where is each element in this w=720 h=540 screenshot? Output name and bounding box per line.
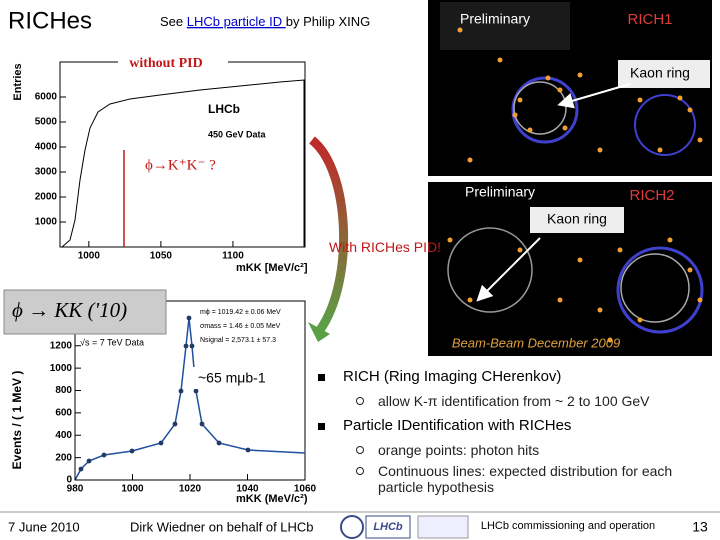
footer-logo: LHCb <box>373 521 403 533</box>
annotation: ϕ→K⁺K⁻ ? <box>145 157 216 173</box>
x-tick-label: 1000 <box>78 251 101 262</box>
x-tick-label: 980 <box>67 484 84 495</box>
overlay: ϕ → KK ('10) <box>12 298 127 322</box>
bullet-marker <box>356 446 364 454</box>
plot-tag: without PID <box>129 56 203 71</box>
fit-param: mϕ = 1019.42 ± 0.06 MeV <box>200 309 281 316</box>
experiment: LHCb <box>208 102 240 116</box>
arrow-label: With RICHes PID! <box>329 239 441 255</box>
footer-date: 7 June 2010 <box>8 519 80 534</box>
y-tick-label: 3000 <box>35 167 58 178</box>
ring <box>511 76 579 144</box>
y-tick-label: 5000 <box>35 117 58 128</box>
x-tick-label: 1020 <box>179 484 202 495</box>
rich1-tag-box <box>440 2 570 50</box>
bullet: RICH (Ring Imaging CHerenkov) <box>318 368 708 385</box>
bullet: Particle IDentification with RICHes <box>318 417 708 434</box>
y-tick-label: 2000 <box>35 192 58 203</box>
ring <box>634 94 696 156</box>
x-tick-label: 1060 <box>294 484 317 495</box>
x-tick-label: 1050 <box>150 251 173 262</box>
rich2-label: RICH2 <box>629 187 674 204</box>
dataset: √s = 7 TeV Data <box>80 337 144 347</box>
y-tick-label: 6000 <box>35 92 58 103</box>
fit-params: mϕ = 1019.42 ± 0.06 MeV σmass = 1.46 ± 0… <box>200 309 281 344</box>
overlay-box <box>3 289 167 335</box>
bullet-marker <box>356 467 364 475</box>
rich1-tag: Preliminary <box>460 11 530 27</box>
y-tick-label: 1000 <box>35 217 58 228</box>
institute-logo <box>417 515 469 539</box>
footer-event: LHCb commissioning and operation <box>481 520 655 532</box>
bullet-marker <box>318 422 325 430</box>
x-axis-label: mKK (MeV/c²) <box>236 493 308 505</box>
ring <box>447 227 533 313</box>
rich2-tag: Preliminary <box>465 184 535 200</box>
ring <box>620 253 690 323</box>
reference: See LHCb particle ID by Philip XING <box>160 14 370 29</box>
transition-arrow <box>308 136 349 333</box>
footer-page: 13 <box>692 519 708 535</box>
y-tick-label: 200 <box>55 452 72 463</box>
pointer-arrow <box>476 237 541 302</box>
bullet-text: RICH (Ring Imaging CHerenkov) <box>343 368 562 385</box>
y-axis-label: Entries <box>12 63 24 100</box>
logo <box>340 515 364 539</box>
slide-title: RICHes <box>8 7 92 34</box>
annotation: ~65 mμb-1 <box>198 370 266 386</box>
rich2-caption: Beam-Beam December 2009 <box>452 335 620 350</box>
y-axis-label: Events / ( 1 MeV ) <box>10 371 24 470</box>
bullet-text: Particle IDentification with RICHes <box>343 417 572 434</box>
rich1-annotation-box <box>618 60 710 88</box>
fit-param: σmass = 1.46 ± 0.05 MeV <box>200 323 281 330</box>
x-tick-label: 1000 <box>121 484 144 495</box>
y-tick-label: 1200 <box>50 340 73 351</box>
x-tick-label: 1040 <box>236 484 259 495</box>
sub-bullet: allow K-π identification from ~ 2 to 100… <box>352 393 718 409</box>
footer-author: Dirk Wiedner on behalf of LHCb <box>130 519 314 534</box>
plot-frame <box>59 61 306 248</box>
rich1-label: RICH1 <box>627 11 672 28</box>
bullet-text: orange points: photon hits <box>378 442 540 458</box>
y-tick-label: 600 <box>55 408 72 419</box>
fit-param: Nsignal = 2,573.1 ± 57.3 <box>200 337 276 344</box>
histogram-shape <box>61 79 305 248</box>
bullet-text: allow K-π identification from ~ 2 to 100… <box>378 393 650 409</box>
rich1-annotation: Kaon ring <box>630 65 690 81</box>
bullet-marker <box>318 373 325 381</box>
bullet-text: Continuous lines: expected distribution … <box>378 463 673 495</box>
y-tick-label: 800 <box>55 385 72 396</box>
dataset: 450 GeV Data <box>208 129 267 139</box>
sub-bullet: orange points: photon hits <box>352 442 718 458</box>
sub-bullet: Continuous lines: expected distribution … <box>352 463 718 495</box>
y-tick-label: 1000 <box>50 363 73 374</box>
y-tick-label: 4000 <box>35 142 58 153</box>
rich2-annotation: Kaon ring <box>547 211 607 227</box>
logo-box <box>365 515 411 539</box>
rich2-annotation-box <box>530 207 624 233</box>
pointer-arrow <box>557 83 631 109</box>
y-tick-label: 0 <box>66 475 72 486</box>
x-tick-label: 1100 <box>222 251 244 262</box>
fit-curve <box>74 315 306 481</box>
photon-hits <box>447 237 703 343</box>
y-tick-label: 400 <box>55 430 72 441</box>
tag-box <box>118 52 228 74</box>
ring <box>616 246 704 334</box>
arrow-head <box>308 322 330 342</box>
bullet-marker <box>356 397 364 405</box>
plot-without-pid: without PID Entries LHCb 450 GeV Data ϕ→… <box>12 52 308 274</box>
annotation-box <box>192 367 296 389</box>
plot-with-pid: Events / ( 1 MeV ) mϕ = 1019.42 ± 0.06 M… <box>3 289 317 505</box>
photon-hits <box>457 27 703 163</box>
x-axis-label: mKK [MeV/c²] <box>236 262 308 274</box>
reference-link[interactable]: LHCb particle ID <box>187 14 286 29</box>
